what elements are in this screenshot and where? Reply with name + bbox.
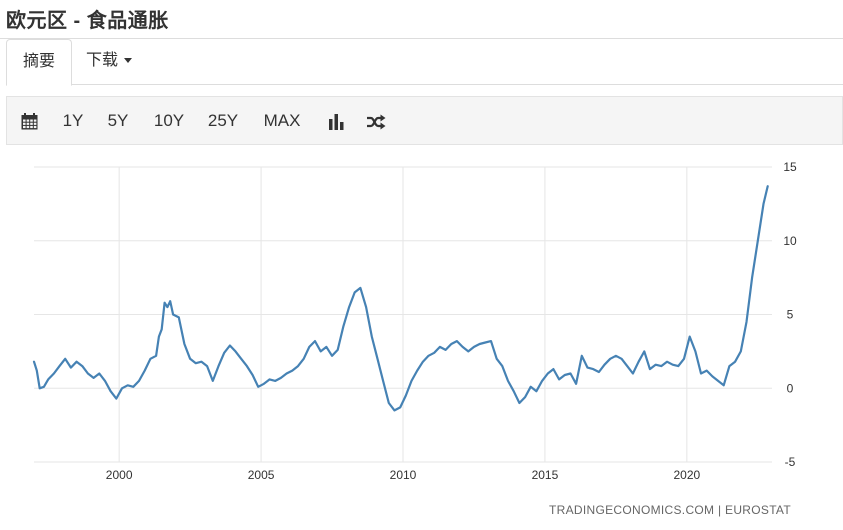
series-line bbox=[32, 185, 769, 412]
range-1y-button[interactable]: 1Y bbox=[62, 111, 84, 130]
y-tick-label: -5 bbox=[785, 455, 796, 469]
chart-toolbar: 1Y 5Y 10Y 25Y MAX bbox=[6, 96, 843, 145]
range-max-button[interactable]: MAX bbox=[263, 111, 301, 130]
range-25y-button[interactable]: 25Y bbox=[207, 111, 239, 130]
calendar-icon bbox=[21, 113, 37, 130]
x-tick-label: 2020 bbox=[673, 468, 700, 482]
tab-bar: 摘要 下载 bbox=[6, 39, 843, 86]
bar-chart-icon bbox=[328, 114, 343, 131]
range-5y-button[interactable]: 5Y bbox=[107, 111, 129, 130]
chart-area: 15 10 5 0 -5 2000 2005 2010 2015 2020 bbox=[0, 150, 843, 530]
y-tick-label: 15 bbox=[783, 160, 797, 174]
chart-type-button[interactable] bbox=[326, 97, 346, 144]
y-tick-label: 10 bbox=[783, 234, 797, 248]
y-tick-label: 5 bbox=[787, 308, 794, 322]
x-tick-label: 2005 bbox=[248, 468, 275, 482]
title-divider bbox=[0, 38, 843, 39]
source-attribution: TRADINGECONOMICS.COM | EUROSTAT bbox=[549, 503, 791, 517]
x-tick-label: 2000 bbox=[106, 468, 133, 482]
shuffle-icon bbox=[367, 114, 386, 130]
range-10y-button[interactable]: 10Y bbox=[153, 111, 185, 130]
x-tick-label: 2015 bbox=[532, 468, 559, 482]
x-tick-label: 2010 bbox=[390, 468, 417, 482]
tab-download[interactable]: 下载 bbox=[70, 39, 148, 85]
page-title: 欧元区 - 食品通胀 bbox=[6, 10, 169, 32]
compare-button[interactable] bbox=[365, 97, 387, 144]
line-chart: 15 10 5 0 -5 2000 2005 2010 2015 2020 bbox=[32, 160, 797, 482]
y-tick-label: 0 bbox=[787, 381, 794, 395]
caret-down-icon bbox=[124, 58, 133, 64]
tab-download-label: 下载 bbox=[86, 52, 119, 69]
calendar-button[interactable] bbox=[19, 97, 39, 144]
tab-summary[interactable]: 摘要 bbox=[6, 39, 73, 86]
